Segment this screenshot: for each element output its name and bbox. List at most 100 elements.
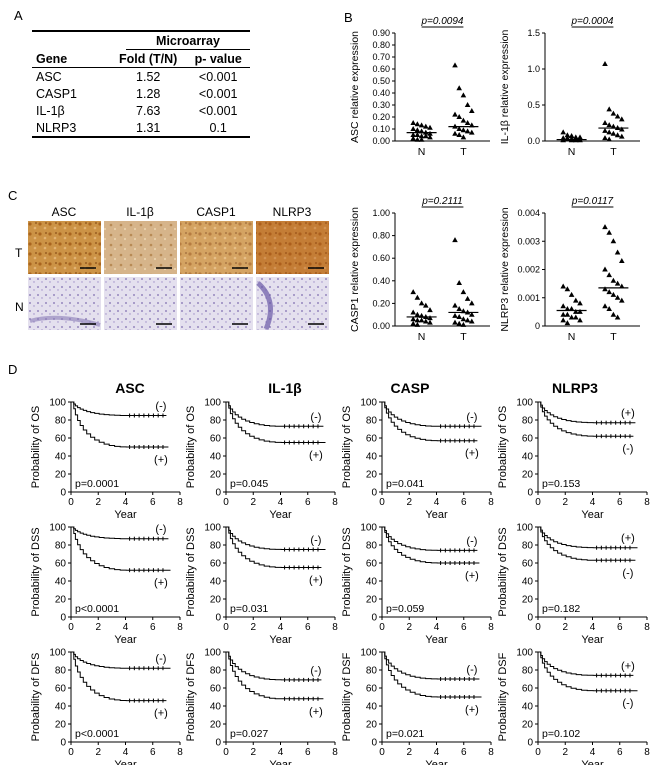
p-value-label: p=0.0117	[571, 196, 614, 207]
data-point	[469, 108, 475, 113]
data-point	[460, 134, 467, 140]
data-point	[427, 319, 433, 325]
group-label-negative: (-)	[155, 401, 166, 413]
x-tick-label: 0	[535, 747, 541, 758]
y-tick-label: 100	[516, 648, 533, 659]
km-curve-negative	[382, 651, 480, 680]
y-tick-label: 20	[210, 595, 222, 606]
x-tick-label: 6	[617, 747, 623, 758]
y-tick-label: 0.20	[372, 298, 390, 308]
data-point	[423, 133, 429, 139]
y-tick-label: 80	[210, 541, 222, 552]
y-tick-label: 100	[49, 523, 66, 534]
table-cell: 7.63	[136, 103, 161, 118]
data-point	[606, 306, 612, 312]
ihc-row-label: T	[15, 246, 23, 260]
x-axis-label: Year	[425, 759, 448, 765]
group-label-positive: (+)	[154, 708, 168, 720]
km-plot: 0 20 40 60 80 100 0 2 4 6 8 Year Probability of OS (-…	[341, 398, 494, 522]
km-curve-positive	[71, 401, 169, 448]
y-tick-label: 0.30	[372, 100, 390, 110]
km-curve-positive	[226, 401, 326, 443]
y-tick-label: 0.5	[527, 100, 540, 110]
data-point	[456, 320, 462, 326]
y-tick-label: 40	[210, 577, 222, 588]
x-tick-label: 2	[250, 497, 256, 508]
table-col-header: p- value	[194, 51, 242, 66]
y-tick-label: 60	[55, 434, 67, 445]
data-point	[606, 136, 612, 142]
y-tick-label: 80	[522, 416, 534, 427]
group-label-negative: (-)	[466, 664, 477, 676]
y-tick-label: 40	[55, 702, 67, 713]
data-point	[606, 106, 612, 112]
y-tick-label: 0	[527, 488, 533, 499]
y-axis-label: Probability of DFS	[185, 653, 197, 742]
panel-label-a: A	[14, 8, 23, 23]
data-point	[410, 320, 416, 326]
x-tick-label: 0	[535, 622, 541, 633]
y-tick-label: 0.90	[372, 28, 390, 38]
group-label-positive: (+)	[465, 570, 479, 582]
km-plot: 0 20 40 60 80 100 0 2 4 6 8 Year Probability of DFS (…	[30, 648, 183, 765]
data-point	[614, 132, 621, 138]
p-value-label: p=0.041	[386, 478, 424, 490]
data-point	[410, 120, 416, 125]
data-point	[423, 123, 429, 129]
y-tick-label: 60	[366, 559, 378, 570]
group-label-positive: (+)	[621, 660, 635, 672]
y-tick-label: 20	[522, 595, 534, 606]
x-axis-label: Year	[425, 509, 448, 521]
y-tick-label: 0.004	[517, 208, 540, 218]
data-point	[564, 320, 571, 326]
group-label-negative: (-)	[622, 698, 633, 710]
x-tick-label: 8	[488, 497, 494, 508]
group-label-negative: (-)	[622, 443, 633, 455]
data-point	[460, 316, 467, 322]
x-tick-label: 2	[250, 747, 256, 758]
x-category-label: T	[610, 146, 617, 158]
x-tick-label: 2	[406, 747, 412, 758]
table-row: IL-1β 7.63 <0.001	[32, 102, 250, 119]
km-plot: 0 20 40 60 80 100 0 2 4 6 8 Year Probability of OS (-…	[185, 398, 338, 522]
km-curve-negative	[71, 401, 167, 416]
table-row: NLRP3 1.31 0.1	[32, 119, 250, 136]
y-tick-label: 40	[366, 702, 378, 713]
y-tick-label: 40	[55, 452, 67, 463]
data-point	[602, 120, 608, 125]
data-point	[452, 62, 458, 68]
data-point	[610, 130, 617, 136]
group-label-positive: (+)	[465, 704, 479, 716]
y-tick-label: 0.20	[372, 112, 390, 122]
table-cell: 1.28	[136, 86, 161, 101]
km-plot: 0 20 40 60 80 100 0 2 4 6 8 Year Probability of DSS (…	[185, 523, 338, 647]
data-point	[619, 258, 625, 264]
x-tick-label: 4	[123, 747, 129, 758]
km-curve-positive	[538, 401, 636, 424]
y-tick-label: 60	[522, 559, 534, 570]
y-tick-label: 100	[204, 398, 221, 409]
y-tick-label: 80	[522, 541, 534, 552]
km-plot: 0 20 40 60 80 100 0 2 4 6 8 Year Probability of DSS (…	[341, 523, 494, 647]
group-label-negative: (-)	[310, 411, 321, 423]
y-tick-label: 20	[522, 470, 534, 481]
data-point	[456, 313, 462, 319]
km-curve-positive	[382, 651, 482, 698]
group-label-positive: (+)	[309, 575, 323, 587]
group-label-negative: (-)	[310, 665, 321, 677]
panel-label-b: B	[344, 10, 353, 25]
p-value-label: p=0.102	[542, 728, 580, 740]
data-point	[614, 249, 621, 255]
y-tick-label: 60	[522, 684, 534, 695]
x-category-label: N	[418, 331, 426, 343]
data-point	[423, 302, 429, 308]
x-axis-label: Year	[581, 634, 604, 646]
x-tick-label: 4	[590, 622, 596, 633]
ihc-image-il1b-t	[104, 221, 177, 274]
p-value-label: p=0.021	[386, 728, 424, 740]
y-axis-label: ASC relative expression	[349, 31, 361, 143]
data-point	[577, 308, 583, 314]
data-point	[460, 289, 467, 295]
x-category-label: T	[610, 331, 617, 343]
data-point	[460, 117, 467, 123]
